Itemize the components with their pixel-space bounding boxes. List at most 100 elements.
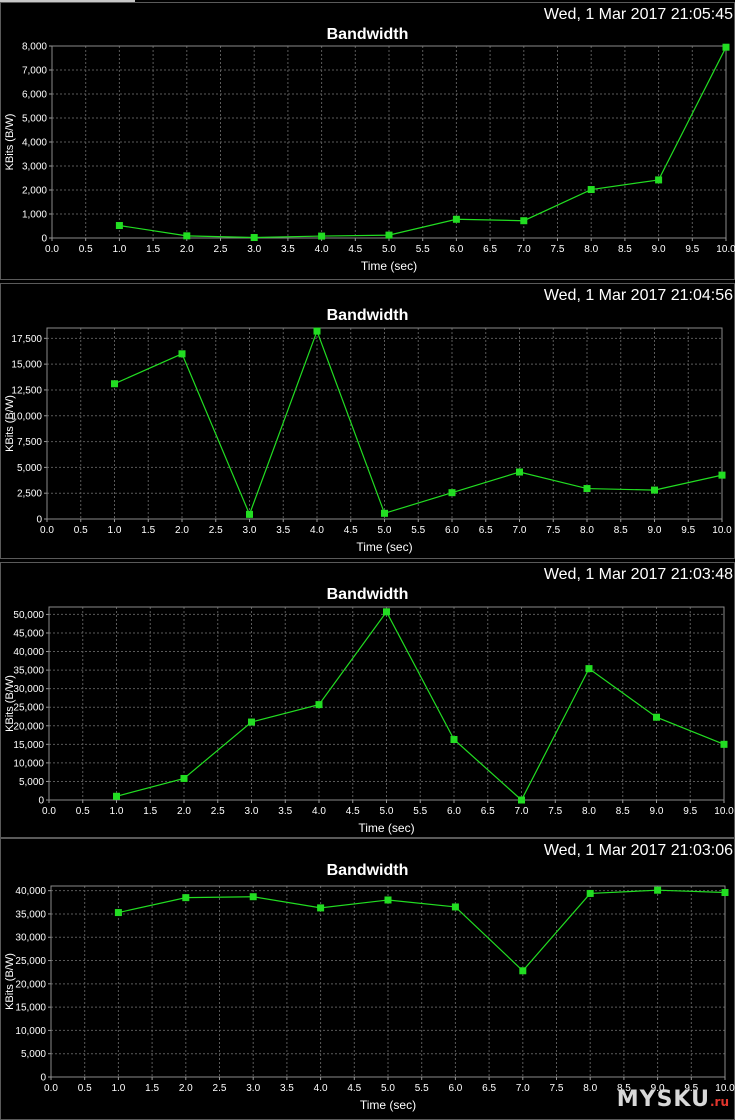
data-point [111, 380, 118, 388]
x-tick-label: 8.5 [617, 1083, 631, 1094]
data-point [718, 471, 726, 479]
x-tick-label: 8.0 [582, 806, 596, 817]
x-tick-label: 4.5 [347, 1083, 361, 1094]
plot-border [50, 885, 726, 1078]
x-tick-label: 3.0 [245, 806, 259, 817]
data-point [653, 713, 660, 721]
data-point [448, 489, 456, 497]
plot-area [51, 886, 725, 1077]
data-point [721, 889, 729, 897]
data-point [246, 510, 253, 518]
x-tick-label: 3.0 [243, 525, 257, 536]
x-tick-label: 0.0 [44, 1083, 58, 1094]
chart-title: Bandwidth [326, 307, 409, 324]
x-axis-label: Time (sec) [360, 1098, 416, 1112]
y-tick-label: 2,500 [17, 489, 42, 500]
x-tick-label: 1.5 [141, 525, 155, 536]
x-tick-label: 5.5 [411, 525, 425, 536]
x-tick-label: 2.5 [211, 806, 225, 817]
x-tick-label: 2.0 [177, 806, 191, 817]
x-tick-label: 5.5 [413, 806, 427, 817]
data-point [518, 796, 525, 804]
x-tick-label: 4.0 [315, 244, 329, 255]
x-tick-label: 4.5 [344, 525, 358, 536]
x-tick-label: 6.0 [447, 806, 461, 817]
data-point [450, 736, 458, 744]
x-tick-label: 7.0 [513, 525, 527, 536]
x-tick-label: 6.5 [479, 525, 493, 536]
y-tick-label: 7,000 [22, 66, 47, 77]
data-point [183, 232, 191, 240]
data-point [520, 217, 528, 225]
x-tick-label: 4.5 [348, 244, 362, 255]
watermark-brand: MYSKU [616, 1087, 710, 1112]
y-tick-label: 20,000 [15, 979, 46, 990]
chart-title: Bandwidth [326, 26, 409, 43]
x-tick-label: 10.0 [712, 525, 732, 536]
data-point [317, 904, 325, 912]
plot-border [46, 327, 723, 520]
x-tick-label: 5.5 [415, 1083, 429, 1094]
x-tick-label: 2.0 [180, 244, 194, 255]
y-tick-label: 35,000 [13, 666, 44, 677]
x-tick-label: 5.0 [382, 244, 396, 255]
x-tick-label: 0.5 [76, 806, 90, 817]
bandwidth-chart-3: 0.0 0.5 1.0 1.5 2.0 2.5 3.0 3.5 4.0 4.5 5.0 5.5 6.0 6… [4, 606, 734, 835]
bandwidth-chart-4: 0.0 0.5 1.0 1.5 2.0 2.5 3.0 3.5 4.0 4.5 5.0 5.5 6.0 6… [4, 885, 735, 1112]
y-tick-label: 8,000 [22, 42, 47, 53]
data-point [383, 608, 390, 616]
y-tick-label: 0 [41, 234, 47, 245]
y-axis-label: KBits (B/W) [4, 953, 16, 1010]
chart-timestamp: Wed, 1 Mar 2017 21:03:06 [543, 842, 733, 859]
data-point [587, 186, 595, 194]
chart-panel-4: Wed, 1 Mar 2017 21:03:06 Bandwidth 0.0 0.… [0, 838, 735, 1120]
data-point [381, 509, 388, 517]
x-tick-label: 6.0 [449, 244, 463, 255]
y-axis-label: KBits (B/W) [4, 395, 16, 452]
y-tick-label: 30,000 [15, 933, 46, 944]
watermark-suffix: .ru [709, 1095, 729, 1109]
y-axis-label: KBits (B/W) [4, 114, 16, 171]
x-tick-label: 3.0 [247, 244, 261, 255]
y-tick-label: 45,000 [13, 628, 44, 639]
x-tick-label: 2.0 [179, 1083, 193, 1094]
x-tick-label: 9.0 [651, 1083, 665, 1094]
x-tick-label: 9.5 [683, 806, 697, 817]
data-point [250, 234, 258, 242]
chart-timestamp: Wed, 1 Mar 2017 21:03:48 [543, 566, 733, 583]
x-tick-label: 10.0 [715, 1083, 735, 1094]
chart-title: Bandwidth [326, 586, 409, 603]
plot-border [48, 606, 725, 801]
data-point [248, 718, 255, 726]
x-tick-label: 4.0 [310, 525, 324, 536]
y-tick-label: 5,000 [22, 114, 47, 125]
x-tick-label: 0.0 [40, 525, 54, 536]
x-tick-label: 7.5 [548, 806, 562, 817]
watermark-logo: MYSKU.ru [617, 1087, 729, 1112]
x-tick-label: 2.0 [175, 525, 189, 536]
x-tick-label: 6.5 [483, 244, 497, 255]
bandwidth-chart-2: 0.0 0.5 1.0 1.5 2.0 2.5 3.0 3.5 4.0 4.5 5.0 5.5 6.0 6… [4, 327, 732, 554]
data-point [583, 485, 591, 493]
y-tick-label: 4,000 [22, 138, 47, 149]
x-tick-label: 1.0 [108, 525, 122, 536]
x-tick-label: 0.0 [45, 244, 59, 255]
y-tick-label: 5,000 [21, 1049, 46, 1060]
y-tick-label: 15,000 [15, 1003, 46, 1014]
bandwidth-chart-1: 0.0 0.5 1.0 1.5 2.0 2.5 3.0 3.5 4.0 4.5 5.0 5.5 6.0 6… [4, 42, 735, 274]
x-tick-label: 3.0 [246, 1083, 260, 1094]
chart-title: Bandwidth [326, 862, 409, 879]
data-point [720, 740, 728, 748]
x-tick-label: 1.0 [111, 1083, 125, 1094]
x-tick-label: 9.0 [648, 525, 662, 536]
chart-panel-2: Wed, 1 Mar 2017 21:04:56 Bandwidth 0.0 0.… [0, 283, 735, 559]
x-tick-label: 5.5 [416, 244, 430, 255]
data-point [113, 792, 120, 800]
x-tick-label: 8.0 [584, 244, 598, 255]
x-tick-label: 7.0 [516, 1083, 530, 1094]
x-tick-label: 6.5 [482, 1083, 496, 1094]
x-tick-label: 8.5 [616, 806, 630, 817]
x-tick-label: 1.5 [145, 1083, 159, 1094]
x-tick-label: 7.0 [517, 244, 531, 255]
x-tick-label: 0.5 [79, 244, 93, 255]
